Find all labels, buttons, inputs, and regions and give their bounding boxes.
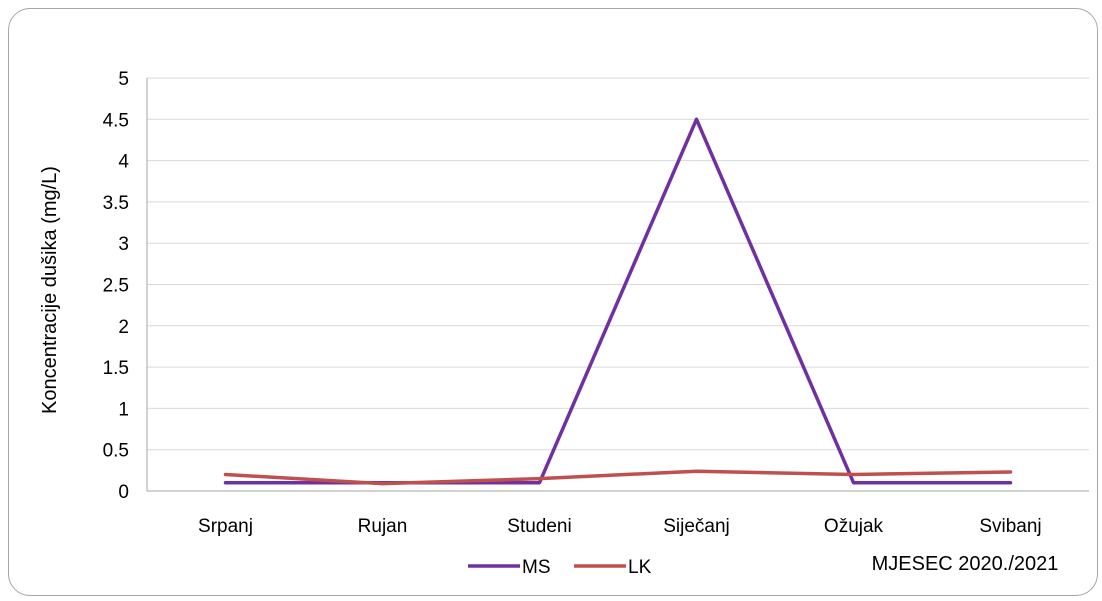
y-tick-label: 2.5: [103, 276, 129, 297]
data-point-lk: [852, 472, 855, 476]
data-point-ms: [224, 481, 227, 485]
y-tick-label: 0.5: [103, 441, 129, 462]
data-point-ms: [538, 481, 541, 485]
gridlines: [146, 77, 1089, 492]
legend-label-ms: MS: [522, 557, 551, 578]
y-tick-label: 1.5: [103, 358, 129, 379]
legend: MS LK: [468, 557, 652, 578]
data-point-lk: [695, 469, 698, 473]
data-point-lk: [381, 482, 384, 486]
data-point-lk: [224, 472, 227, 476]
y-tick-label: 3: [118, 234, 129, 255]
x-tick-label: Svibanj: [979, 516, 1041, 537]
y-tick-label: 4.5: [103, 110, 129, 131]
series-line-ms: [223, 117, 1013, 485]
y-tick-label: 2: [118, 317, 129, 338]
series-line-lk: [223, 469, 1013, 486]
x-tick-label: Rujan: [358, 516, 408, 537]
y-axis-label: Koncentracije dušika (mg/L): [39, 166, 61, 414]
y-tick-label: 0: [118, 482, 129, 503]
y-tick-label: 5: [118, 69, 129, 90]
data-point-lk: [538, 477, 541, 481]
data-point-ms: [695, 117, 698, 121]
legend-label-lk: LK: [628, 557, 652, 578]
x-tick-label: Srpanj: [198, 516, 253, 537]
x-axis-label: MJESEC 2020./2021: [872, 553, 1059, 575]
data-point-ms: [852, 481, 855, 485]
data-point-lk: [1009, 470, 1012, 474]
y-tick-label: 4: [118, 152, 129, 173]
x-tick-label: Studeni: [507, 516, 571, 537]
series-lines: [223, 117, 1013, 486]
y-tick-label: 1: [118, 399, 129, 420]
data-point-ms: [1009, 481, 1012, 485]
y-axis-ticks: 0 0.5 1 1.5 2 2.5 3 3.5 4 4.5 5: [103, 69, 130, 503]
y-tick-label: 3.5: [103, 193, 129, 214]
x-axis-ticks: Srpanj Rujan Studeni Siječanj Ožujak Svibanj: [198, 516, 1042, 537]
chart-frame: [8, 8, 1098, 596]
x-tick-label: Siječanj: [663, 516, 730, 537]
x-tick-label: Ožujak: [824, 516, 884, 537]
